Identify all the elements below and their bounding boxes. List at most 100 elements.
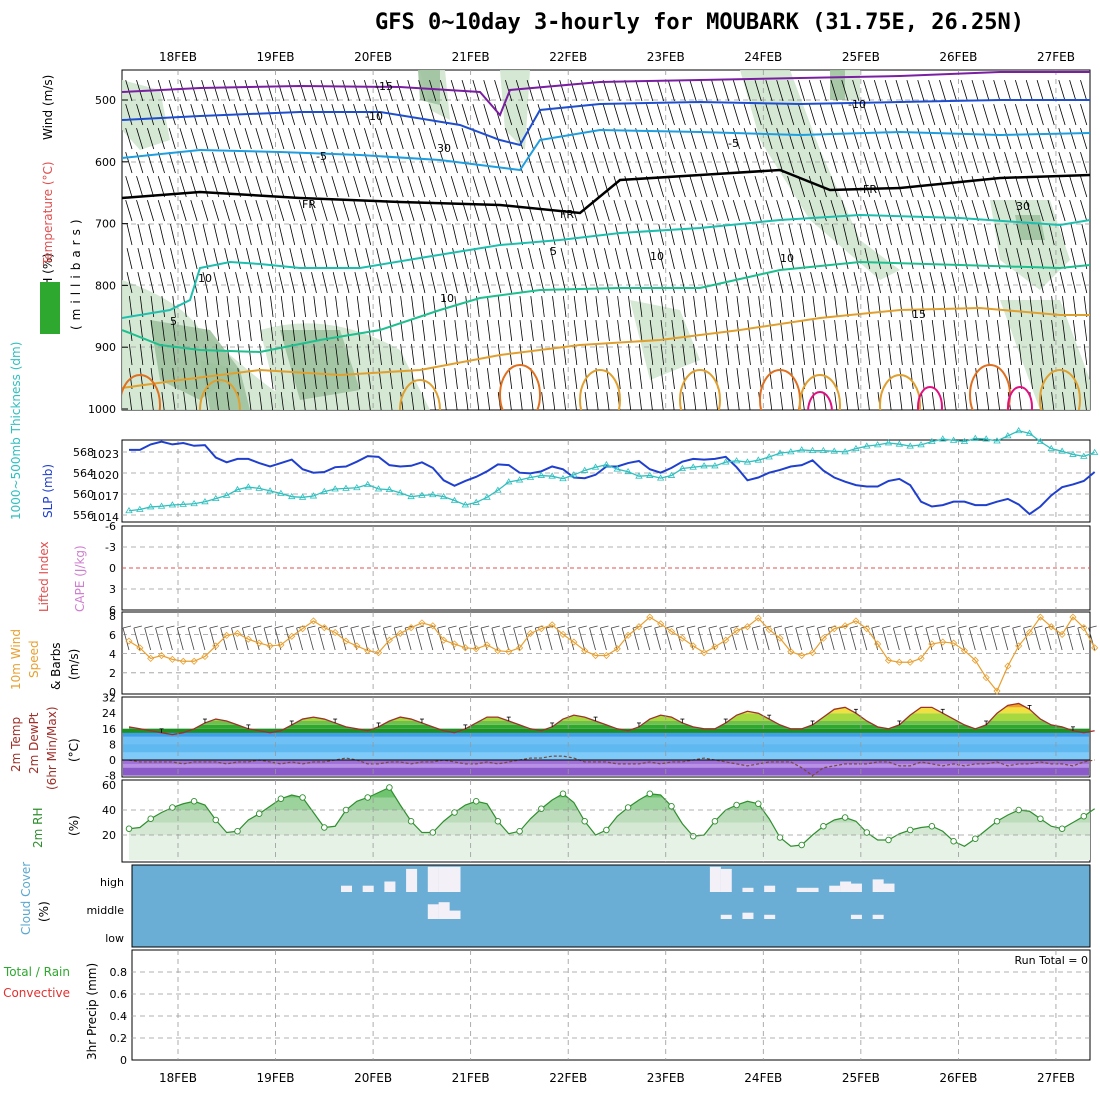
wind-barb	[801, 344, 806, 366]
wind-barb-10m	[1034, 627, 1041, 651]
wind-barb	[928, 79, 936, 102]
wind-barb	[126, 272, 133, 294]
wind-barb	[801, 296, 806, 318]
wind-barb	[660, 296, 665, 318]
wind-barb	[397, 248, 404, 270]
wind-barb	[378, 392, 382, 410]
wind-barb	[1069, 151, 1077, 174]
wind-barb	[581, 127, 589, 150]
wind-barb	[519, 392, 523, 410]
wind-barb	[400, 392, 404, 410]
wind-barb	[1036, 127, 1044, 150]
wind-barb-10m	[1044, 627, 1052, 651]
thickness-point	[570, 471, 578, 478]
cloud-middle	[872, 914, 884, 919]
ylabel-thickness: 1000~500mb Thickness (dm)	[9, 342, 23, 520]
wind-barb	[309, 151, 317, 174]
wind-barb	[983, 224, 990, 246]
wind-barb	[704, 344, 708, 366]
wind-barb	[439, 151, 448, 174]
wind-barb	[172, 296, 176, 318]
wind-barb	[183, 392, 187, 410]
wind-barb	[356, 296, 361, 318]
rh-point	[147, 815, 154, 823]
wind-point	[179, 657, 187, 665]
wind-barb	[266, 199, 274, 222]
wind-barb	[758, 296, 762, 318]
thickness-point	[863, 442, 871, 449]
wind-point	[819, 634, 827, 642]
wind-barb	[931, 368, 936, 390]
wind-barb	[204, 296, 209, 318]
wind-barb	[801, 392, 805, 410]
wind-barb	[548, 151, 556, 174]
wind-barb	[769, 392, 773, 410]
wind-barb	[649, 320, 654, 342]
wind-barb	[855, 392, 859, 410]
wind-barb	[711, 79, 719, 102]
wind-barb	[614, 224, 621, 246]
wind-barb	[1047, 79, 1055, 102]
wind-barb	[755, 224, 762, 246]
wind-barb-feather	[188, 625, 197, 629]
wind-barb	[877, 296, 882, 318]
wind-barb	[886, 272, 892, 294]
wind-barb	[1048, 272, 1055, 294]
thickness-point	[374, 485, 383, 492]
wind-point	[787, 648, 795, 656]
cloud-high	[406, 868, 418, 892]
wind-barb	[517, 224, 523, 246]
wind-barb	[841, 127, 849, 150]
wind-barb	[853, 248, 860, 270]
wind-barb	[602, 79, 610, 102]
thickness-point	[559, 474, 567, 482]
wind-barb	[519, 320, 523, 342]
thickness-point	[624, 467, 632, 475]
wind-point	[418, 619, 426, 627]
wind-barb	[147, 127, 155, 150]
wind-barb	[852, 175, 860, 198]
thickness-point	[1090, 448, 1099, 455]
isotherm	[122, 260, 1090, 354]
wind-barb	[1083, 392, 1087, 410]
wind-barb	[298, 151, 306, 174]
wind-barb-feather	[263, 625, 273, 629]
wind-point	[440, 636, 448, 644]
wind-barb	[418, 175, 426, 198]
wind-barb	[487, 392, 491, 410]
wind-barb	[743, 127, 751, 150]
wind-barb	[823, 296, 827, 318]
thickness-point	[233, 485, 242, 493]
wind-barb	[942, 344, 947, 366]
wind-barb	[552, 320, 556, 342]
wind-barb-10m	[480, 627, 488, 651]
cloud-high	[872, 879, 884, 892]
wind-point	[993, 687, 1001, 695]
wind-barb	[541, 296, 545, 318]
wind-barb	[288, 175, 296, 198]
wind-barb	[266, 175, 274, 198]
wind-barb	[1072, 344, 1077, 366]
wind-barb	[975, 392, 979, 410]
thickness-point	[1036, 437, 1045, 445]
thickness-point	[1047, 444, 1055, 452]
wind-barb	[606, 320, 610, 342]
wind-barb	[584, 392, 588, 410]
wind-barb	[656, 79, 665, 102]
thickness-point	[700, 462, 708, 469]
wind-barb	[907, 272, 914, 294]
wind-barb	[982, 79, 990, 102]
wind-barb	[573, 368, 578, 390]
thickness-point	[363, 480, 372, 487]
wind-barb-feather	[1056, 625, 1065, 629]
wind-barb	[747, 392, 751, 410]
wind-barb	[700, 103, 708, 126]
wind-barb-feather	[394, 625, 403, 629]
thickness-point	[797, 446, 806, 453]
isotherm-label: 30	[437, 142, 451, 155]
wind-barb	[776, 199, 784, 222]
wind-point	[136, 644, 144, 652]
wind-barb	[765, 103, 773, 126]
wind-barb	[244, 175, 252, 198]
isotherm-label: -10	[848, 98, 866, 111]
